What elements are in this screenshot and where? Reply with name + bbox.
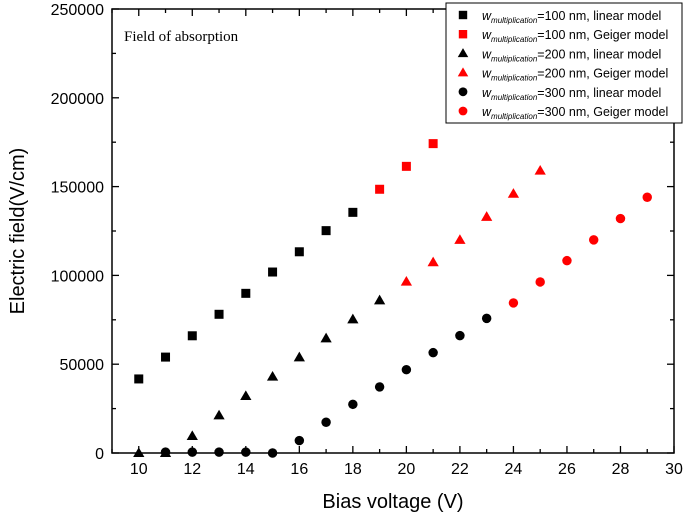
data-point-circle <box>214 447 224 457</box>
data-point-circle <box>241 447 251 457</box>
y-tick-label: 150000 <box>51 180 104 197</box>
annotation-text: Field of absorption <box>124 29 239 45</box>
data-point-square <box>241 288 251 298</box>
data-point-square <box>214 309 224 319</box>
data-point-square <box>348 207 358 217</box>
data-point-square <box>321 226 331 236</box>
data-point-circle <box>267 448 278 458</box>
x-tick-label: 26 <box>558 461 576 478</box>
data-point-triangle <box>240 390 252 401</box>
x-tick-label: 16 <box>290 461 308 478</box>
data-points <box>133 139 652 458</box>
x-tick-label: 30 <box>665 461 683 478</box>
data-point-triangle <box>454 234 466 244</box>
data-point-circle <box>455 330 465 341</box>
data-point-square <box>428 139 438 149</box>
y-tick-label: 0 <box>95 446 104 463</box>
data-point-square <box>161 352 171 362</box>
data-point-circle <box>160 447 171 457</box>
data-point-circle <box>535 277 545 287</box>
data-point-triangle <box>293 351 305 362</box>
y-tick-label: 50000 <box>60 357 105 374</box>
data-point-circle <box>588 235 599 245</box>
data-point-triangle <box>266 371 279 381</box>
data-point-square <box>268 267 278 277</box>
data-point-circle <box>321 417 331 428</box>
data-point-square <box>375 184 385 194</box>
data-point-triangle <box>373 294 386 305</box>
data-point-circle <box>187 447 198 457</box>
legend-entry: wmultiplication=300 nm, linear model <box>482 86 661 102</box>
legend-entry: wmultiplication=300 nm, Geiger model <box>482 105 668 121</box>
y-tick-label: 100000 <box>51 268 104 285</box>
x-tick-label: 18 <box>344 461 362 478</box>
legend-entry: wmultiplication=100 nm, Geiger model <box>482 28 668 44</box>
data-point-triangle <box>427 256 439 267</box>
data-point-square <box>294 247 304 257</box>
legend: wmultiplication=100 nm, linear model wmul… <box>445 2 683 124</box>
data-point-circle <box>615 213 626 224</box>
data-point-triangle <box>400 275 413 286</box>
data-point-circle <box>562 255 572 266</box>
data-point-circle <box>294 435 305 446</box>
axes: 10 12 14 16 18 20 22 24 26 28 30 0 50000 100000 150000… <box>51 2 683 478</box>
x-tick-label: 14 <box>237 461 255 478</box>
x-tick-label: 20 <box>397 461 415 478</box>
data-point-triangle <box>186 430 198 441</box>
x-tick-label: 24 <box>505 461 523 478</box>
data-point-triangle <box>213 409 225 420</box>
data-point-square <box>401 161 411 171</box>
legend-entry: wmultiplication=200 nm, linear model <box>482 47 661 63</box>
x-tick-label: 28 <box>612 461 630 478</box>
data-point-circle <box>348 399 358 410</box>
legend-entry: wmultiplication=200 nm, Geiger model <box>482 67 668 83</box>
x-tick-label: 10 <box>130 461 148 478</box>
data-point-triangle <box>347 313 359 324</box>
y-tick-label: 250000 <box>51 2 104 19</box>
legend-marker-triangle <box>457 48 469 58</box>
data-point-circle <box>401 364 412 375</box>
x-axis-label: Bias voltage (V) <box>322 491 463 513</box>
data-point-triangle <box>320 332 332 343</box>
legend-entry: wmultiplication=100 nm, linear model <box>482 9 661 25</box>
legend-box <box>445 2 683 124</box>
data-point-square <box>187 331 197 341</box>
legend-marker-triangle <box>457 67 469 77</box>
y-axis-label: Electric field(V/cm) <box>7 148 29 315</box>
x-tick-label: 22 <box>451 461 469 478</box>
x-tick-label: 12 <box>183 461 201 478</box>
data-point-square <box>134 374 144 384</box>
data-point-circle <box>481 313 492 324</box>
data-point-triangle <box>507 188 520 198</box>
data-point-triangle <box>133 447 145 458</box>
legend-marker-circle <box>458 87 468 97</box>
legend-marker-square <box>458 30 468 39</box>
data-point-circle <box>508 298 519 308</box>
data-point-circle <box>374 382 385 392</box>
data-point-circle <box>642 192 652 202</box>
legend-marker-circle <box>458 106 468 116</box>
data-point-circle <box>428 347 438 358</box>
data-point-triangle <box>481 211 493 221</box>
legend-marker-square <box>458 10 468 20</box>
y-tick-label: 200000 <box>51 91 104 108</box>
data-point-triangle <box>534 164 546 175</box>
